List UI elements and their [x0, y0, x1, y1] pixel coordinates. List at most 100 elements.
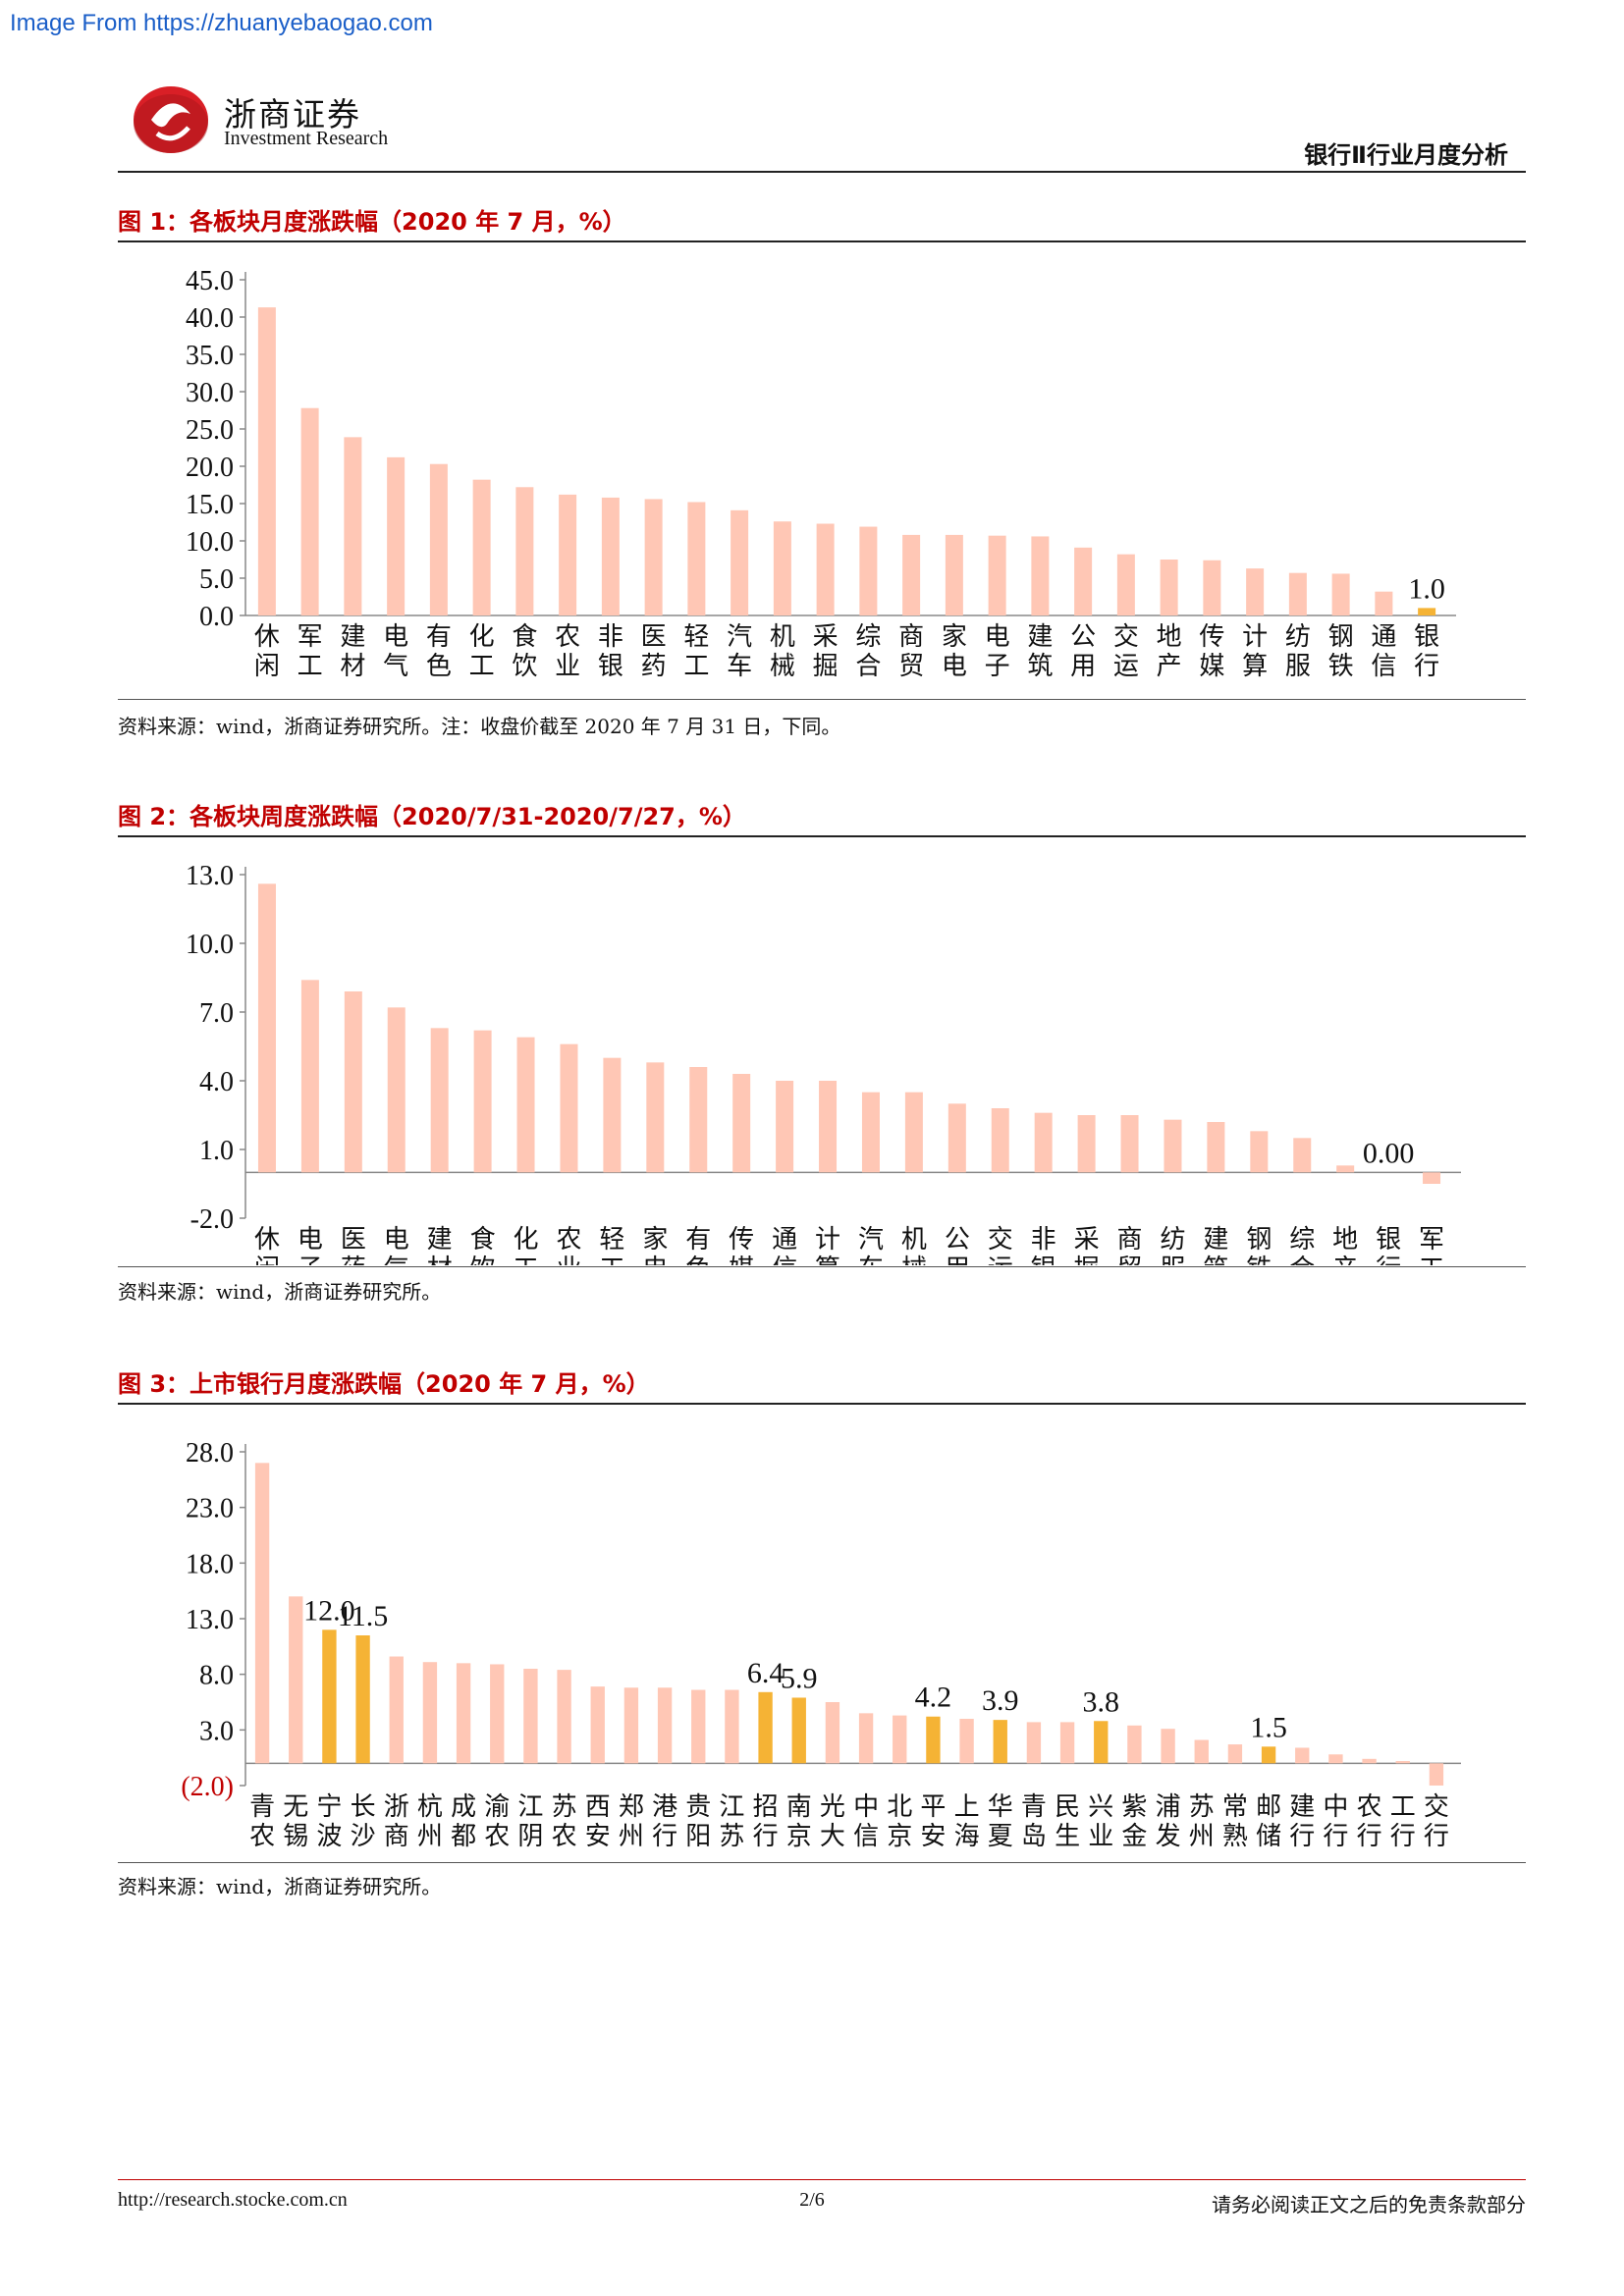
category-label: 地	[1332, 1225, 1358, 1254]
y-tick-label: 35.0	[186, 341, 234, 371]
category-label: 有	[685, 1225, 711, 1254]
category-label: 农	[556, 1225, 581, 1254]
bar-工行	[1395, 1761, 1410, 1764]
figure-2-top-rule	[118, 835, 1526, 837]
category-label: 州	[619, 1822, 644, 1850]
category-label: 招	[753, 1792, 779, 1821]
bar-港行	[657, 1687, 673, 1764]
category-label: 汽	[858, 1225, 884, 1254]
bar-地产	[1160, 560, 1178, 615]
category-label: 采	[813, 622, 839, 651]
figure-2-source: 资料来源：wind，浙商证券研究所。	[118, 1280, 442, 1304]
y-tick-label: 18.0	[186, 1549, 234, 1579]
category-label: 医	[641, 622, 667, 651]
bar-江阴	[523, 1669, 538, 1764]
category-label: 银	[1414, 622, 1439, 651]
bar-机械	[904, 1092, 923, 1173]
bar-交行	[1429, 1763, 1444, 1786]
category-label: 贸	[898, 652, 924, 680]
y-tick-label: 13.0	[186, 1605, 234, 1635]
category-label: 苏	[552, 1792, 577, 1821]
bar-华夏	[993, 1720, 1007, 1764]
category-label: 非	[598, 622, 623, 651]
category-label: 公	[945, 1225, 970, 1254]
bar-中信	[858, 1713, 874, 1764]
y-tick-label: 10.0	[186, 527, 234, 558]
bar-电气	[387, 1007, 406, 1173]
bar-公用	[1074, 547, 1093, 615]
category-label: 京	[887, 1822, 912, 1850]
category-label: 通	[772, 1225, 797, 1254]
bar-成都	[456, 1663, 471, 1764]
category-label: 建	[1027, 622, 1053, 651]
bar-南京	[791, 1697, 806, 1764]
y-tick-label: -2.0	[190, 1204, 234, 1235]
figure-1-bottom-rule	[118, 699, 1526, 700]
category-label: 成	[451, 1792, 476, 1821]
category-label: 闲	[254, 652, 280, 680]
bar-浙商	[389, 1656, 404, 1764]
bar-建材	[430, 1028, 449, 1173]
bar-计算	[1246, 568, 1265, 615]
watermark-text[interactable]: Image From https://zhuanyebaogao.com	[10, 10, 433, 36]
bar-家电	[646, 1062, 665, 1173]
bar-医药	[644, 499, 663, 615]
category-label: 电	[384, 1225, 409, 1254]
bar-钢铁	[1331, 573, 1350, 615]
category-label: 食	[512, 622, 537, 651]
category-label: 电	[298, 1225, 323, 1254]
category-label: 长	[351, 1792, 376, 1821]
category-label: 计	[815, 1225, 840, 1254]
bar-商贸	[1120, 1115, 1139, 1173]
category-label: 机	[901, 1225, 927, 1254]
category-label: 发	[1156, 1822, 1181, 1850]
data-label-兴业: 3.8	[1083, 1685, 1120, 1718]
footer-url[interactable]: http://research.stocke.com.cn	[118, 2189, 348, 2211]
logo-text-cn: 浙商证券	[224, 95, 361, 133]
category-label: 钢	[1328, 622, 1354, 651]
category-label: 行	[753, 1822, 779, 1850]
bar-纺服	[1164, 1119, 1182, 1173]
category-label: 港	[652, 1792, 677, 1821]
category-label: 商	[384, 1822, 409, 1850]
category-label: 用	[945, 1255, 970, 1265]
bar-化工	[516, 1037, 535, 1173]
category-label: 气	[383, 652, 408, 680]
category-label: 子	[985, 652, 1010, 680]
category-label: 材	[340, 652, 365, 680]
category-label: 邮	[1256, 1792, 1281, 1821]
category-label: 储	[1256, 1822, 1281, 1850]
category-label: 材	[427, 1255, 453, 1265]
data-label-宁波: 12.0	[303, 1594, 355, 1627]
y-tick-label: 13.0	[186, 861, 234, 891]
category-label: 浙	[384, 1792, 409, 1821]
category-label: 综	[855, 622, 881, 651]
category-label: 媒	[729, 1255, 754, 1265]
category-label: 有	[426, 622, 452, 651]
category-label: 电	[383, 622, 408, 651]
company-logo-icon	[134, 86, 208, 153]
bar-有色	[429, 463, 448, 615]
category-label: 业	[555, 652, 580, 680]
category-label: 行	[1323, 1822, 1348, 1850]
bar-电子	[988, 535, 1006, 615]
category-label: 饮	[470, 1255, 496, 1265]
bar-北京	[893, 1715, 907, 1764]
bar-化工	[472, 479, 491, 615]
category-label: 信	[853, 1822, 879, 1850]
category-label: 工	[1390, 1792, 1416, 1821]
category-label: 产	[1157, 652, 1182, 680]
category-label: 电	[985, 622, 1010, 651]
category-label: 苏	[1189, 1792, 1215, 1821]
bar-电子	[300, 980, 319, 1173]
bar-建筑	[1207, 1122, 1225, 1173]
category-label: 饮	[512, 652, 537, 680]
category-label: 建	[427, 1225, 453, 1254]
category-label: 苏	[719, 1822, 744, 1850]
bar-苏农	[557, 1670, 571, 1764]
bar-建筑	[1031, 536, 1050, 615]
category-label: 海	[954, 1822, 980, 1850]
y-tick-label: 4.0	[199, 1067, 234, 1097]
category-label: 杭	[417, 1792, 443, 1821]
category-label: 贸	[1117, 1255, 1143, 1265]
